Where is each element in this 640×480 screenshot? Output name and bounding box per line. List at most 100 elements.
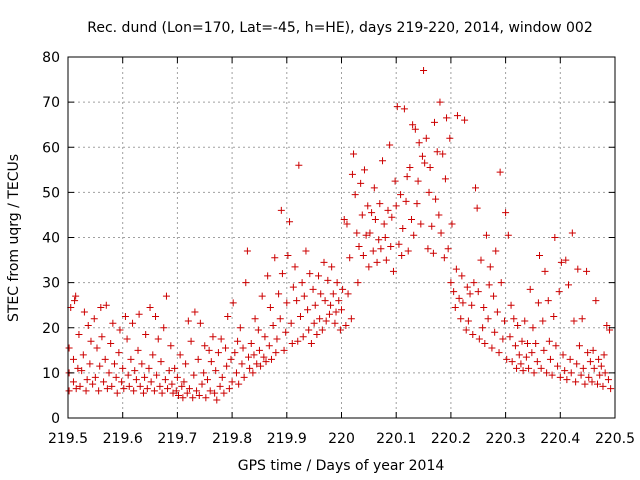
data-point [187, 337, 195, 345]
data-point [231, 349, 239, 357]
data-point [545, 337, 553, 345]
data-point [504, 231, 512, 239]
data-point [294, 337, 302, 345]
data-point [86, 360, 94, 368]
data-point [370, 184, 378, 192]
data-point [444, 245, 452, 253]
data-point [458, 272, 466, 280]
data-point [508, 358, 516, 366]
data-point [242, 279, 250, 287]
data-point [440, 254, 448, 262]
data-point [246, 364, 254, 372]
axis-ticks [67, 56, 616, 419]
data-point [415, 139, 423, 147]
data-point [211, 389, 219, 397]
data-point [286, 218, 294, 226]
data-point [593, 380, 601, 388]
data-point [347, 315, 355, 323]
data-point [450, 288, 458, 296]
data-point [310, 319, 318, 327]
data-point [523, 340, 531, 348]
data-point [171, 364, 179, 372]
data-point [414, 177, 422, 185]
data-point [501, 317, 509, 325]
data-point [98, 333, 106, 341]
data-point [153, 371, 161, 379]
data-point [324, 276, 332, 284]
data-point [351, 191, 359, 199]
data-point [147, 378, 155, 386]
data-point [584, 349, 592, 357]
data-point [555, 288, 563, 296]
data-point [388, 213, 396, 221]
data-point [506, 333, 514, 341]
data-point [157, 358, 165, 366]
data-point [164, 385, 172, 393]
data-point [318, 326, 326, 334]
data-point [373, 258, 381, 266]
data-point [365, 263, 373, 271]
data-point [253, 360, 261, 368]
data-point [65, 387, 73, 395]
data-point [499, 335, 507, 343]
data-point [519, 367, 527, 375]
data-point [413, 200, 421, 208]
data-point [141, 373, 149, 381]
data-point [502, 209, 510, 217]
data-point [212, 367, 220, 375]
data-point [507, 301, 515, 309]
data-point [459, 299, 467, 307]
data-point [172, 387, 180, 395]
data-point [492, 247, 500, 255]
y-tick-label: 40 [42, 231, 60, 247]
data-point [198, 380, 206, 388]
data-point [583, 267, 591, 275]
data-point [588, 378, 596, 386]
data-point [462, 326, 470, 334]
data-point [528, 349, 536, 357]
data-point [229, 299, 237, 307]
data-point [568, 229, 576, 237]
data-point [329, 290, 337, 298]
data-point [566, 355, 574, 363]
data-point [491, 328, 499, 336]
data-point [425, 188, 433, 196]
data-point [97, 303, 105, 311]
data-point [305, 326, 313, 334]
data-point [138, 360, 146, 368]
data-point [447, 279, 455, 287]
data-point [464, 317, 472, 325]
data-point [72, 292, 80, 300]
data-point [572, 378, 580, 386]
data-point [193, 387, 201, 395]
data-point [265, 342, 273, 350]
data-point [422, 134, 430, 142]
data-point [371, 215, 379, 223]
data-point [426, 164, 434, 172]
data-point [154, 335, 162, 343]
data-point [382, 256, 390, 264]
data-point [287, 319, 295, 327]
data-point [209, 333, 217, 341]
data-point [272, 349, 280, 357]
data-point [350, 150, 358, 158]
data-point [291, 263, 299, 271]
data-point [410, 231, 418, 239]
data-point [477, 256, 485, 264]
data-point [102, 301, 110, 309]
data-point [551, 234, 559, 241]
data-point [552, 342, 560, 350]
data-point [238, 360, 246, 368]
data-point [245, 353, 253, 361]
chart-title: Rec. dund (Lon=170, Lat=-45, h=HE), days… [87, 20, 593, 36]
data-point [89, 380, 97, 388]
data-point [266, 303, 274, 311]
data-point [603, 321, 611, 329]
data-point [497, 279, 505, 287]
data-point [299, 333, 307, 341]
data-point [534, 299, 542, 307]
data-point [167, 342, 175, 350]
data-point [191, 308, 199, 316]
data-point [503, 355, 511, 363]
